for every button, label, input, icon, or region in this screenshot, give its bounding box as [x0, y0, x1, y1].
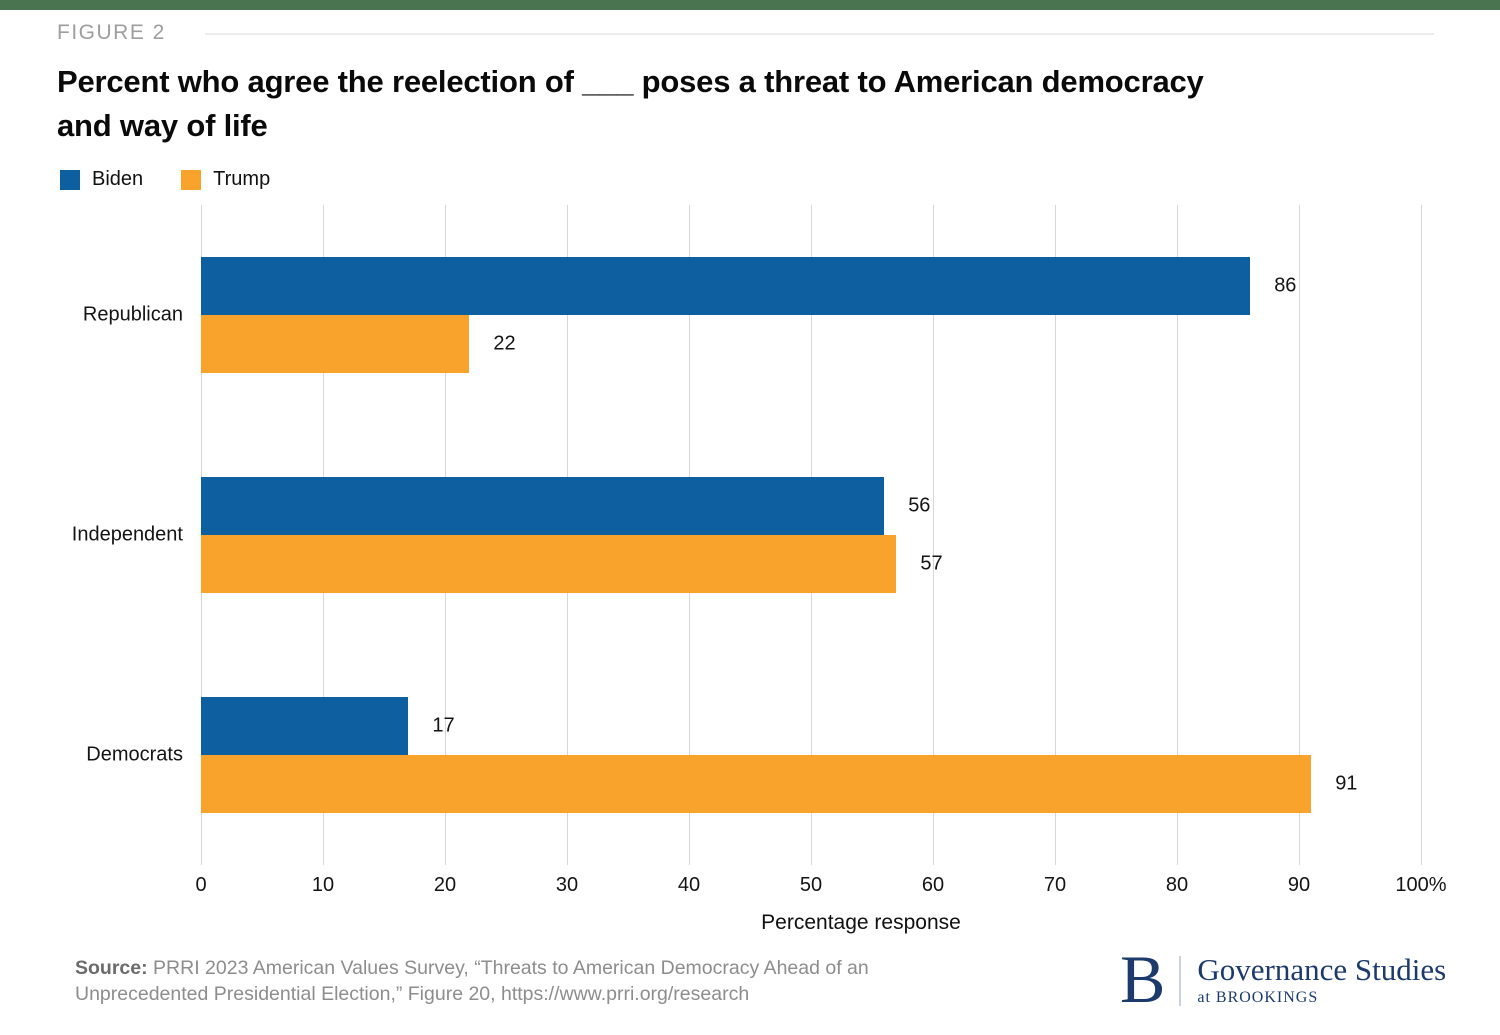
bar-group-democrats: 17 91	[201, 645, 1421, 865]
plot-area: 86 22 56 57 17 91	[201, 205, 1422, 865]
logo-tagline: at BROOKINGS	[1197, 989, 1319, 1006]
bar-biden-independent	[201, 477, 885, 535]
bar-group-republican: 86 22	[201, 205, 1421, 425]
gridline-60	[933, 205, 934, 865]
figure-label: FIGURE 2	[57, 21, 166, 44]
gridline-90	[1299, 205, 1300, 865]
legend-label-biden: Biden	[92, 168, 144, 190]
source-text: PRRI 2023 American Values Survey, “Threa…	[75, 957, 869, 1005]
legend-item-biden: Biden	[60, 168, 143, 191]
logo-text: Governance Studies at BROOKINGS	[1197, 954, 1446, 1007]
value-label-trump-democrats: 91	[1335, 772, 1358, 795]
source-note: Source: PRRI 2023 American Values Survey…	[75, 955, 990, 1007]
gridline-80	[1177, 205, 1178, 865]
value-label-biden-democrats: 17	[432, 714, 455, 737]
x-tick-60: 60	[921, 874, 945, 896]
figure-rule	[205, 33, 1434, 35]
value-label-trump-republican: 22	[493, 332, 516, 355]
x-tick-90: 90	[1287, 874, 1311, 896]
bar-trump-democrats	[201, 755, 1312, 813]
gridline-70	[1055, 205, 1056, 865]
chart-title: Percent who agree the reelection of ___ …	[57, 64, 1204, 143]
x-tick-40: 40	[677, 874, 701, 896]
x-tick-100: 100%	[1395, 874, 1447, 896]
category-label-republican: Republican	[82, 303, 183, 326]
chart-legend: Biden Trump	[60, 168, 270, 191]
top-accent-bar	[0, 0, 1500, 10]
x-axis-label: Percentage response	[761, 911, 961, 934]
bar-biden-democrats	[201, 697, 409, 755]
legend-swatch-biden	[60, 169, 80, 190]
logo-program-name: Governance Studies	[1197, 952, 1447, 987]
value-label-biden-independent: 56	[908, 494, 931, 517]
value-label-trump-independent: 57	[920, 552, 943, 575]
logo-divider	[1179, 956, 1182, 1006]
category-labels: Republican Independent Democrats	[0, 205, 183, 865]
source-label: Source:	[75, 957, 148, 979]
bar-biden-republican	[201, 257, 1251, 315]
gridline-100	[1421, 205, 1422, 865]
bar-trump-independent	[201, 535, 897, 593]
x-tick-50: 50	[799, 874, 823, 896]
x-tick-10: 10	[311, 874, 335, 896]
x-tick-80: 80	[1165, 874, 1189, 896]
legend-item-trump: Trump	[181, 168, 270, 191]
x-tick-20: 20	[433, 874, 457, 896]
x-tick-70: 70	[1043, 874, 1067, 896]
value-label-biden-republican: 86	[1274, 274, 1297, 297]
legend-label-trump: Trump	[213, 168, 271, 190]
brookings-monogram: B	[1120, 941, 1166, 1017]
category-label-democrats: Democrats	[86, 743, 183, 766]
x-axis-ticks: 0 10 20 30 40 50 60 70 80 90 100%	[195, 874, 1446, 900]
x-tick-30: 30	[555, 874, 579, 896]
bar-trump-republican	[201, 315, 470, 373]
legend-swatch-trump	[181, 169, 202, 190]
x-tick-0: 0	[195, 874, 207, 896]
brookings-logo: B Governance Studies at BROOKINGS	[1120, 941, 1446, 1017]
category-label-independent: Independent	[71, 523, 183, 546]
bar-group-independent: 56 57	[201, 425, 1421, 645]
